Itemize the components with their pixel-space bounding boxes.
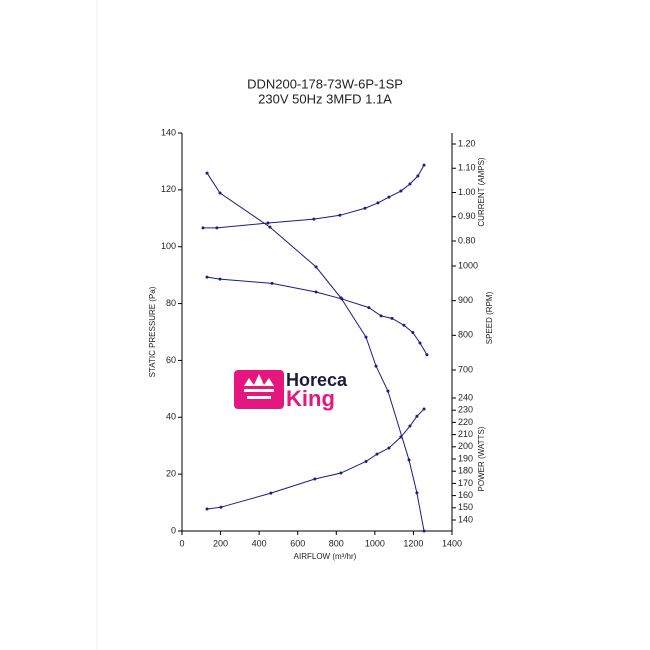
y4-tick-label: 190 <box>458 453 473 463</box>
y4-tick-label: 180 <box>458 466 473 476</box>
y-tick-label: 120 <box>161 184 176 194</box>
x-tick-label: 0 <box>179 538 184 548</box>
point <box>418 341 422 345</box>
point <box>422 163 426 167</box>
point <box>374 364 378 368</box>
point <box>415 491 419 495</box>
y3-axis-label: SPEED (RPM) <box>485 291 494 344</box>
point <box>415 414 419 418</box>
point <box>215 226 219 230</box>
y3-tick-label: 1000 <box>458 260 478 270</box>
logo-text: Horeca <box>286 370 348 390</box>
y-tick-label: 20 <box>166 469 176 479</box>
x-tick-label: 1400 <box>442 538 462 548</box>
point <box>375 452 379 456</box>
point <box>205 507 209 511</box>
y2-tick-label: 1.10 <box>458 163 476 173</box>
y4-tick-label: 240 <box>458 392 473 402</box>
point <box>312 217 316 221</box>
point <box>340 297 344 301</box>
point <box>314 265 318 269</box>
y4-tick-label: 160 <box>458 490 473 500</box>
y2-tick-label: 0.90 <box>458 211 476 221</box>
point <box>270 281 274 285</box>
y-tick-label: 40 <box>166 412 176 422</box>
point <box>205 171 209 175</box>
point <box>399 435 403 439</box>
curve <box>207 408 425 510</box>
point <box>386 389 390 393</box>
chart-title: DDN200-178-73W-6P-1SP <box>247 76 403 91</box>
curve <box>206 276 428 356</box>
y-tick-label: 100 <box>161 241 176 251</box>
y-tick-label: 60 <box>166 355 176 365</box>
y3-tick-label: 800 <box>458 330 473 340</box>
y2-tick-label: 0.80 <box>458 235 476 245</box>
point <box>314 290 318 294</box>
y4-tick-label: 150 <box>458 502 473 512</box>
x-tick-label: 1000 <box>365 538 385 548</box>
y3-tick-label: 700 <box>458 364 473 374</box>
y4-tick-label: 200 <box>458 441 473 451</box>
x-tick-label: 400 <box>252 538 267 548</box>
point <box>364 335 368 339</box>
point <box>422 407 426 411</box>
point <box>399 189 403 193</box>
point <box>422 529 426 533</box>
point <box>390 316 394 320</box>
x-tick-label: 200 <box>213 538 228 548</box>
point <box>425 353 429 357</box>
point <box>416 174 420 178</box>
point <box>387 195 391 199</box>
x-tick-label: 800 <box>329 538 344 548</box>
y3-tick-label: 900 <box>458 295 473 305</box>
point <box>407 458 411 462</box>
y2-tick-label: 1.00 <box>458 187 476 197</box>
point <box>268 225 272 229</box>
y4-axis-label: POWER (WATTS) <box>477 426 486 491</box>
x-tick-label: 600 <box>290 538 305 548</box>
point <box>387 446 391 450</box>
point <box>201 226 205 230</box>
point <box>408 182 412 186</box>
y4-tick-label: 220 <box>458 417 473 427</box>
logo: Horeca King <box>234 370 348 411</box>
point <box>411 331 415 335</box>
y-tick-label: 140 <box>161 127 176 137</box>
point <box>313 477 317 481</box>
point <box>363 206 367 210</box>
point <box>379 314 383 318</box>
y-tick-label: 0 <box>171 525 176 535</box>
curve <box>206 172 425 532</box>
point <box>408 424 412 428</box>
point <box>218 277 222 281</box>
y-tick-label: 80 <box>166 298 176 308</box>
point <box>364 459 368 463</box>
point <box>339 471 343 475</box>
point <box>367 306 371 310</box>
y4-tick-label: 230 <box>458 405 473 415</box>
y4-tick-label: 210 <box>458 429 473 439</box>
point <box>205 275 209 279</box>
y-axis-label: STATIC PRESSURE (Pa) <box>148 286 157 377</box>
y2-tick-label: 1.20 <box>458 138 476 148</box>
x-tick-label: 1200 <box>403 538 423 548</box>
point <box>219 505 223 509</box>
y4-tick-label: 170 <box>458 478 473 488</box>
logo-crown <box>244 374 274 399</box>
curve <box>203 164 425 229</box>
y2-axis-label: CURRENT (AMPS) <box>477 157 486 227</box>
point <box>269 491 273 495</box>
point <box>266 221 270 225</box>
logo-text: King <box>286 386 335 411</box>
x-axis-label: AIRFLOW (m³/hr) <box>294 552 357 561</box>
point <box>218 191 222 195</box>
point <box>402 323 406 327</box>
point <box>376 201 380 205</box>
chart-subtitle: 230V 50Hz 3MFD 1.1A <box>258 91 392 106</box>
y4-tick-label: 140 <box>458 514 473 524</box>
point <box>338 213 342 217</box>
